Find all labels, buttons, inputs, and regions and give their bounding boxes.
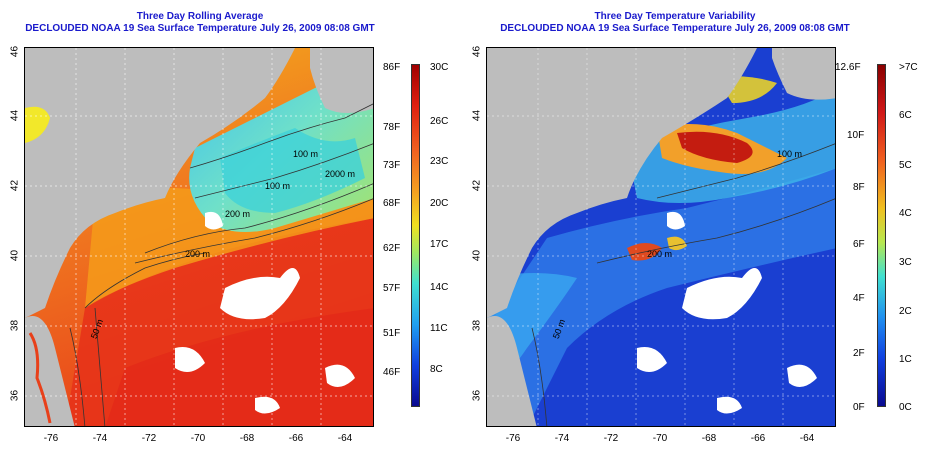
colorbar-f-label: 62F xyxy=(383,243,401,254)
colorbar-c-label: 23C xyxy=(430,156,449,167)
contour-label: 200 m xyxy=(185,249,211,259)
colorbar-c-label: 0C xyxy=(899,402,912,413)
colorbar-f-label: 51F xyxy=(383,328,401,339)
colorbar-f-label: 78F xyxy=(383,122,401,133)
lon-tick: -76 xyxy=(43,433,59,444)
variability-map: 100 m 200 m 50 m xyxy=(486,47,836,427)
cloud-gap xyxy=(682,268,762,320)
lat-tick: 42 xyxy=(9,179,21,192)
lon-tick: -74 xyxy=(554,433,570,444)
contour-label: 100 m xyxy=(265,181,291,191)
title-line-1: Three Day Rolling Average xyxy=(136,11,264,22)
colorbar-f-label: 4F xyxy=(853,293,865,304)
lon-tick: -70 xyxy=(190,433,206,444)
cloud-gap xyxy=(220,268,300,320)
lat-tick: 46 xyxy=(9,45,21,58)
colorbar-c-label: 8C xyxy=(430,364,443,375)
title-line-2: DECLOUDED NOAA 19 Sea Surface Temperatur… xyxy=(25,23,375,34)
title-line-1: Three Day Temperature Variability xyxy=(594,11,756,22)
lat-tick: 44 xyxy=(471,109,483,122)
colorbar-c-label: >7C xyxy=(899,62,918,73)
contour-label: 200 m xyxy=(647,249,673,259)
colorbar-f-label: 0F xyxy=(853,402,865,413)
colorbar-c-label: 6C xyxy=(899,110,912,121)
colorbar-f-label: 73F xyxy=(383,160,401,171)
colorbar-c-label: 20C xyxy=(430,198,449,209)
lon-tick: -70 xyxy=(652,433,668,444)
colorbar-c-label: 4C xyxy=(899,208,912,219)
lon-tick: -68 xyxy=(701,433,717,444)
colorbar-f-label: 68F xyxy=(383,198,401,209)
contour-label: 100 m xyxy=(777,149,803,159)
colorbar-f-label: 57F xyxy=(383,283,401,294)
colorbar-c-label: 5C xyxy=(899,160,912,171)
colorbar-c-label: 11C xyxy=(430,323,448,334)
lat-tick: 38 xyxy=(471,319,483,332)
lat-tick: 36 xyxy=(9,389,21,402)
contour-label: 100 m xyxy=(293,149,319,159)
colorbar-c-label: 3C xyxy=(899,257,912,268)
colorbar-fill xyxy=(877,64,886,407)
colorbar-f-label: 86F xyxy=(383,62,401,73)
land-mass xyxy=(25,48,295,318)
colorbar-f-label: 12.6F xyxy=(835,62,861,73)
lon-tick: -76 xyxy=(505,433,521,444)
lon-tick: -68 xyxy=(239,433,255,444)
contour-label: 2000 m xyxy=(325,169,356,179)
colorbar-f-label: 46F xyxy=(383,367,401,378)
land-mass xyxy=(487,48,757,318)
colorbar-c-label: 26C xyxy=(430,116,449,127)
lat-tick: 38 xyxy=(9,319,21,332)
lat-tick: 44 xyxy=(9,109,21,122)
colorbar-c-label: 1C xyxy=(899,354,912,365)
colorbar-f-label: 6F xyxy=(853,239,865,250)
sst-average-panel: Three Day Rolling Average DECLOUDED NOAA… xyxy=(0,11,449,444)
colorbar-c-label: 17C xyxy=(430,239,449,250)
lat-tick: 46 xyxy=(471,45,483,58)
lon-tick: -66 xyxy=(288,433,304,444)
colorbar-f-label: 10F xyxy=(847,130,865,141)
colorbar xyxy=(411,64,420,407)
panel-title: Three Day Rolling Average DECLOUDED NOAA… xyxy=(0,11,400,35)
colorbar-c-label: 14C xyxy=(430,282,449,293)
sst-map: 100 m 100 m 2000 m 200 m 200 m 50 m xyxy=(24,47,374,427)
colorbar-c-label: 30C xyxy=(430,62,449,73)
sst-variability-panel: Three Day Temperature Variability DECLOU… xyxy=(471,0,950,475)
lon-tick: -64 xyxy=(799,433,815,444)
lon-tick: -72 xyxy=(603,433,619,444)
lon-tick: -74 xyxy=(92,433,108,444)
colorbar-f-label: 2F xyxy=(853,348,865,359)
colorbar-c-label: 2C xyxy=(899,306,912,317)
lat-tick: 40 xyxy=(471,249,483,262)
lon-tick: -72 xyxy=(141,433,157,444)
lat-tick: 40 xyxy=(9,249,21,262)
contour-label: 200 m xyxy=(225,209,251,219)
lat-tick: 36 xyxy=(471,389,483,402)
title-line-2: DECLOUDED NOAA 19 Sea Surface Temperatur… xyxy=(500,23,850,34)
lon-tick: -66 xyxy=(750,433,766,444)
colorbar-f-label: 8F xyxy=(853,182,865,193)
lon-tick: -64 xyxy=(337,433,353,444)
panel-title: Three Day Temperature Variability DECLOU… xyxy=(465,11,885,35)
lat-tick: 42 xyxy=(471,179,483,192)
